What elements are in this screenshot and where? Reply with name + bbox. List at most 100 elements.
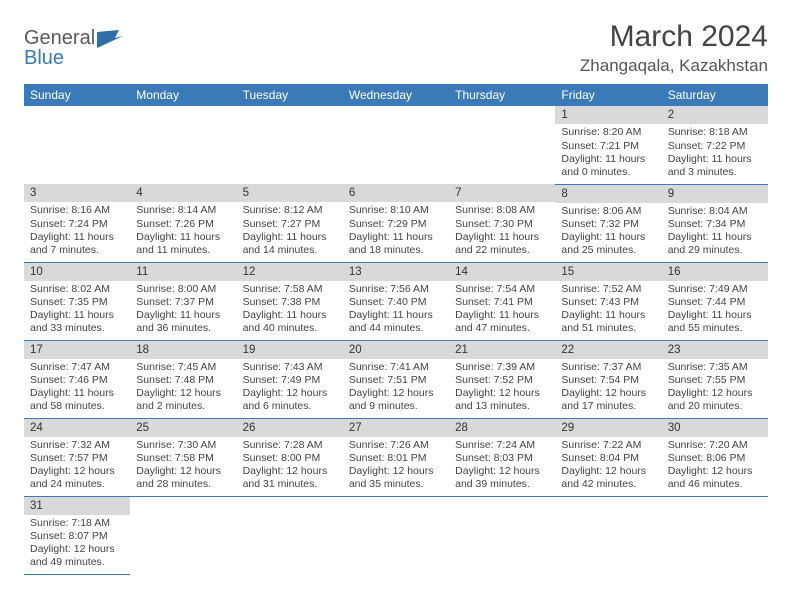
sunset-text: Sunset: 7:55 PM [668, 374, 762, 387]
sunset-text: Sunset: 7:44 PM [668, 296, 762, 309]
sunset-text: Sunset: 7:49 PM [243, 374, 337, 387]
calendar-cell: 8Sunrise: 8:06 AMSunset: 7:32 PMDaylight… [555, 184, 661, 262]
day-number: 20 [343, 341, 449, 359]
day-details: Sunrise: 8:16 AMSunset: 7:24 PMDaylight:… [24, 202, 130, 261]
daylight-text: Daylight: 11 hours and 51 minutes. [561, 309, 655, 335]
sunset-text: Sunset: 7:38 PM [243, 296, 337, 309]
calendar-cell: 24Sunrise: 7:32 AMSunset: 7:57 PMDayligh… [24, 418, 130, 496]
daylight-text: Daylight: 11 hours and 7 minutes. [30, 231, 124, 257]
day-details: Sunrise: 7:22 AMSunset: 8:04 PMDaylight:… [555, 437, 661, 496]
sunrise-text: Sunrise: 8:12 AM [243, 204, 337, 217]
calendar-cell [449, 106, 555, 184]
sunset-text: Sunset: 7:51 PM [349, 374, 443, 387]
sunrise-text: Sunrise: 7:49 AM [668, 283, 762, 296]
day-details: Sunrise: 8:00 AMSunset: 7:37 PMDaylight:… [130, 281, 236, 340]
sunrise-text: Sunrise: 7:24 AM [455, 439, 549, 452]
sunset-text: Sunset: 7:24 PM [30, 218, 124, 231]
sunset-text: Sunset: 8:06 PM [668, 452, 762, 465]
calendar-body: 1Sunrise: 8:20 AMSunset: 7:21 PMDaylight… [24, 106, 768, 574]
daylight-text: Daylight: 11 hours and 25 minutes. [561, 231, 655, 257]
brand-text: General Blue [24, 28, 95, 68]
day-number: 23 [662, 341, 768, 359]
sunset-text: Sunset: 7:30 PM [455, 218, 549, 231]
day-number: 14 [449, 263, 555, 281]
day-details: Sunrise: 8:02 AMSunset: 7:35 PMDaylight:… [24, 281, 130, 340]
day-number: 11 [130, 263, 236, 281]
calendar-cell [343, 106, 449, 184]
calendar-cell: 18Sunrise: 7:45 AMSunset: 7:48 PMDayligh… [130, 340, 236, 418]
calendar-cell: 6Sunrise: 8:10 AMSunset: 7:29 PMDaylight… [343, 184, 449, 262]
daylight-text: Daylight: 11 hours and 55 minutes. [668, 309, 762, 335]
day-details: Sunrise: 8:20 AMSunset: 7:21 PMDaylight:… [555, 124, 661, 183]
sunrise-text: Sunrise: 7:41 AM [349, 361, 443, 374]
day-number: 4 [130, 184, 236, 202]
sunset-text: Sunset: 7:26 PM [136, 218, 230, 231]
day-number: 19 [237, 341, 343, 359]
calendar-cell: 7Sunrise: 8:08 AMSunset: 7:30 PMDaylight… [449, 184, 555, 262]
calendar-cell [237, 106, 343, 184]
sunset-text: Sunset: 7:41 PM [455, 296, 549, 309]
sunrise-text: Sunrise: 8:00 AM [136, 283, 230, 296]
daylight-text: Daylight: 11 hours and 11 minutes. [136, 231, 230, 257]
sunrise-text: Sunrise: 8:10 AM [349, 204, 443, 217]
daylight-text: Daylight: 12 hours and 6 minutes. [243, 387, 337, 413]
day-header: Tuesday [237, 84, 343, 106]
sunset-text: Sunset: 7:21 PM [561, 140, 655, 153]
flag-icon [97, 30, 123, 48]
day-details: Sunrise: 7:56 AMSunset: 7:40 PMDaylight:… [343, 281, 449, 340]
sunset-text: Sunset: 7:32 PM [561, 218, 655, 231]
daylight-text: Daylight: 11 hours and 18 minutes. [349, 231, 443, 257]
sunrise-text: Sunrise: 7:26 AM [349, 439, 443, 452]
sunset-text: Sunset: 7:57 PM [30, 452, 124, 465]
sunrise-text: Sunrise: 7:47 AM [30, 361, 124, 374]
calendar-cell: 20Sunrise: 7:41 AMSunset: 7:51 PMDayligh… [343, 340, 449, 418]
calendar-cell: 21Sunrise: 7:39 AMSunset: 7:52 PMDayligh… [449, 340, 555, 418]
sunset-text: Sunset: 7:40 PM [349, 296, 443, 309]
calendar-cell: 9Sunrise: 8:04 AMSunset: 7:34 PMDaylight… [662, 184, 768, 262]
day-number: 15 [555, 263, 661, 281]
calendar-table: SundayMondayTuesdayWednesdayThursdayFrid… [24, 84, 768, 575]
day-details: Sunrise: 7:37 AMSunset: 7:54 PMDaylight:… [555, 359, 661, 418]
sunrise-text: Sunrise: 7:18 AM [30, 517, 124, 530]
sunrise-text: Sunrise: 7:39 AM [455, 361, 549, 374]
sunrise-text: Sunrise: 7:52 AM [561, 283, 655, 296]
location: Zhangaqala, Kazakhstan [580, 56, 768, 76]
daylight-text: Daylight: 12 hours and 49 minutes. [30, 543, 124, 569]
calendar-row: 17Sunrise: 7:47 AMSunset: 7:46 PMDayligh… [24, 340, 768, 418]
day-number: 2 [662, 106, 768, 124]
calendar-cell [662, 496, 768, 574]
sunrise-text: Sunrise: 7:37 AM [561, 361, 655, 374]
calendar-cell [449, 496, 555, 574]
calendar-cell: 5Sunrise: 8:12 AMSunset: 7:27 PMDaylight… [237, 184, 343, 262]
brand-logo: General Blue [24, 20, 123, 68]
sunset-text: Sunset: 7:27 PM [243, 218, 337, 231]
day-header: Wednesday [343, 84, 449, 106]
day-number: 3 [24, 184, 130, 202]
day-details: Sunrise: 8:04 AMSunset: 7:34 PMDaylight:… [662, 203, 768, 262]
day-number: 28 [449, 419, 555, 437]
sunset-text: Sunset: 7:46 PM [30, 374, 124, 387]
calendar-cell [24, 106, 130, 184]
calendar-cell: 1Sunrise: 8:20 AMSunset: 7:21 PMDaylight… [555, 106, 661, 184]
day-number: 1 [555, 106, 661, 124]
calendar-header-row: SundayMondayTuesdayWednesdayThursdayFrid… [24, 84, 768, 106]
daylight-text: Daylight: 11 hours and 40 minutes. [243, 309, 337, 335]
daylight-text: Daylight: 12 hours and 2 minutes. [136, 387, 230, 413]
daylight-text: Daylight: 11 hours and 36 minutes. [136, 309, 230, 335]
sunrise-text: Sunrise: 7:54 AM [455, 283, 549, 296]
sunrise-text: Sunrise: 7:20 AM [668, 439, 762, 452]
day-details: Sunrise: 7:39 AMSunset: 7:52 PMDaylight:… [449, 359, 555, 418]
day-details: Sunrise: 7:28 AMSunset: 8:00 PMDaylight:… [237, 437, 343, 496]
calendar-row: 1Sunrise: 8:20 AMSunset: 7:21 PMDaylight… [24, 106, 768, 184]
daylight-text: Daylight: 12 hours and 13 minutes. [455, 387, 549, 413]
sunset-text: Sunset: 7:58 PM [136, 452, 230, 465]
calendar-cell: 14Sunrise: 7:54 AMSunset: 7:41 PMDayligh… [449, 262, 555, 340]
brand-part1: General [24, 27, 95, 49]
daylight-text: Daylight: 12 hours and 24 minutes. [30, 465, 124, 491]
sunrise-text: Sunrise: 8:08 AM [455, 204, 549, 217]
daylight-text: Daylight: 12 hours and 17 minutes. [561, 387, 655, 413]
day-number: 30 [662, 419, 768, 437]
sunset-text: Sunset: 7:52 PM [455, 374, 549, 387]
day-number: 26 [237, 419, 343, 437]
sunset-text: Sunset: 8:04 PM [561, 452, 655, 465]
